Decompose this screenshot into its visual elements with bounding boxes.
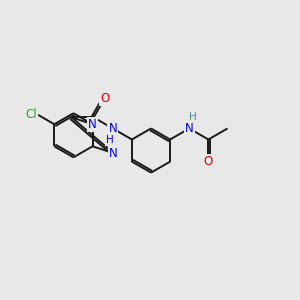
Text: Cl: Cl [25,108,37,122]
Text: N: N [88,118,97,131]
Text: O: O [204,155,213,168]
Text: H: H [189,112,197,122]
Text: O: O [100,92,109,105]
Text: N: N [108,122,117,135]
Text: N: N [109,147,118,160]
Text: H: H [106,135,114,145]
Text: N: N [185,122,194,135]
